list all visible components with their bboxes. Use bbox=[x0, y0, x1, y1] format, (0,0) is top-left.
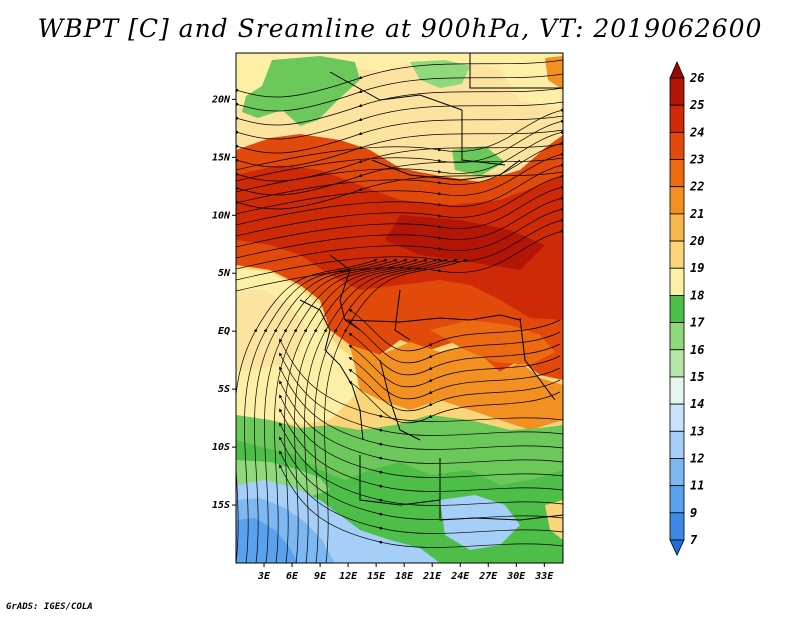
streamline bbox=[279, 464, 563, 548]
y-tick-label: 10S bbox=[212, 442, 230, 453]
colorbar-segment bbox=[669, 159, 685, 188]
y-tick-label: 20N bbox=[211, 94, 231, 105]
colorbar-label: 26 bbox=[689, 71, 704, 85]
colorbar-segment bbox=[669, 131, 685, 160]
x-tick-label: 3E bbox=[257, 571, 271, 582]
colorbar-segment bbox=[669, 349, 685, 378]
x-tick-label: 18E bbox=[395, 571, 414, 582]
y-tick-label: 10N bbox=[212, 210, 231, 221]
colorbar-label: 24 bbox=[689, 125, 704, 139]
colorbar-segment bbox=[669, 458, 685, 487]
colorbar-segment bbox=[669, 77, 685, 106]
y-tick-label: 15S bbox=[212, 500, 230, 511]
colorbar-segment bbox=[669, 322, 685, 351]
colorbar-segment bbox=[669, 267, 685, 296]
x-tick-label: 21E bbox=[422, 571, 442, 582]
colorbar-segment bbox=[669, 485, 685, 514]
colorbar-segment bbox=[669, 512, 685, 541]
x-tick-label: 15E bbox=[367, 571, 386, 582]
x-tick-label: 30E bbox=[506, 571, 526, 582]
colorbar-label: 7 bbox=[690, 533, 698, 547]
x-tick-label: 33E bbox=[534, 571, 554, 582]
colorbar-label: 23 bbox=[689, 153, 704, 167]
x-axis: 3E 6E 9E 12E 15E 18E 21E 24E 27E 30E 33E bbox=[257, 563, 554, 582]
x-tick-label: 24E bbox=[450, 571, 470, 582]
streamline bbox=[348, 381, 561, 424]
colorbar-segment bbox=[669, 213, 685, 242]
colorbar-segment bbox=[669, 430, 685, 459]
y-axis: 20N 15N 10N 5N EQ 5S 10S 15S bbox=[211, 94, 236, 511]
colorbar-segment bbox=[669, 295, 685, 323]
country-borders bbox=[299, 53, 563, 521]
x-tick-label: 12E bbox=[339, 571, 358, 582]
colorbar-segment bbox=[669, 104, 685, 133]
colorbar-label: 14 bbox=[690, 397, 704, 411]
heatmap-field bbox=[236, 53, 563, 563]
colorbar-segment bbox=[669, 186, 685, 215]
y-tick-label: 15N bbox=[212, 152, 231, 163]
plot-frame bbox=[235, 52, 564, 564]
x-tick-label: 9E bbox=[314, 571, 327, 582]
colorbar-label: 25 bbox=[689, 98, 704, 112]
colorbar-label: 22 bbox=[689, 180, 704, 194]
colorbar-label: 12 bbox=[690, 451, 704, 465]
colorbar-label: 13 bbox=[690, 424, 704, 438]
colorbar-label: 17 bbox=[690, 316, 705, 330]
chart-title: WBPT [C] and Sreamline at 900hPa, VT: 20… bbox=[37, 14, 763, 43]
colorbar-max-arrow bbox=[669, 61, 685, 79]
grads-credit: GrADS: IGES/COLA bbox=[6, 602, 93, 612]
colorbar-label: 11 bbox=[690, 479, 704, 493]
colorbar-label: 19 bbox=[690, 261, 704, 275]
x-tick-label: 6E bbox=[286, 571, 299, 582]
y-tick-label: 5N bbox=[218, 268, 231, 279]
colorbar-label: 15 bbox=[690, 370, 704, 384]
colorbar-label: 21 bbox=[689, 207, 704, 221]
y-tick-label: 5S bbox=[218, 384, 230, 395]
colorbar-label: 18 bbox=[690, 288, 704, 302]
streamlines bbox=[236, 59, 563, 563]
colorbar-label: 9 bbox=[690, 506, 697, 520]
colorbar-min-arrow bbox=[669, 539, 685, 556]
colorbar-segment bbox=[669, 403, 685, 432]
y-tick-label: EQ bbox=[218, 326, 230, 337]
colorbar-segment bbox=[669, 240, 685, 269]
colorbar: 26 25 24 23 22 21 20 19 18 17 16 15 14 13 12 11 9 7 bbox=[669, 61, 705, 556]
colorbar-segment bbox=[669, 376, 685, 405]
x-tick-label: 27E bbox=[478, 571, 498, 582]
colorbar-label: 16 bbox=[690, 343, 704, 357]
colorbar-label: 20 bbox=[689, 234, 704, 248]
